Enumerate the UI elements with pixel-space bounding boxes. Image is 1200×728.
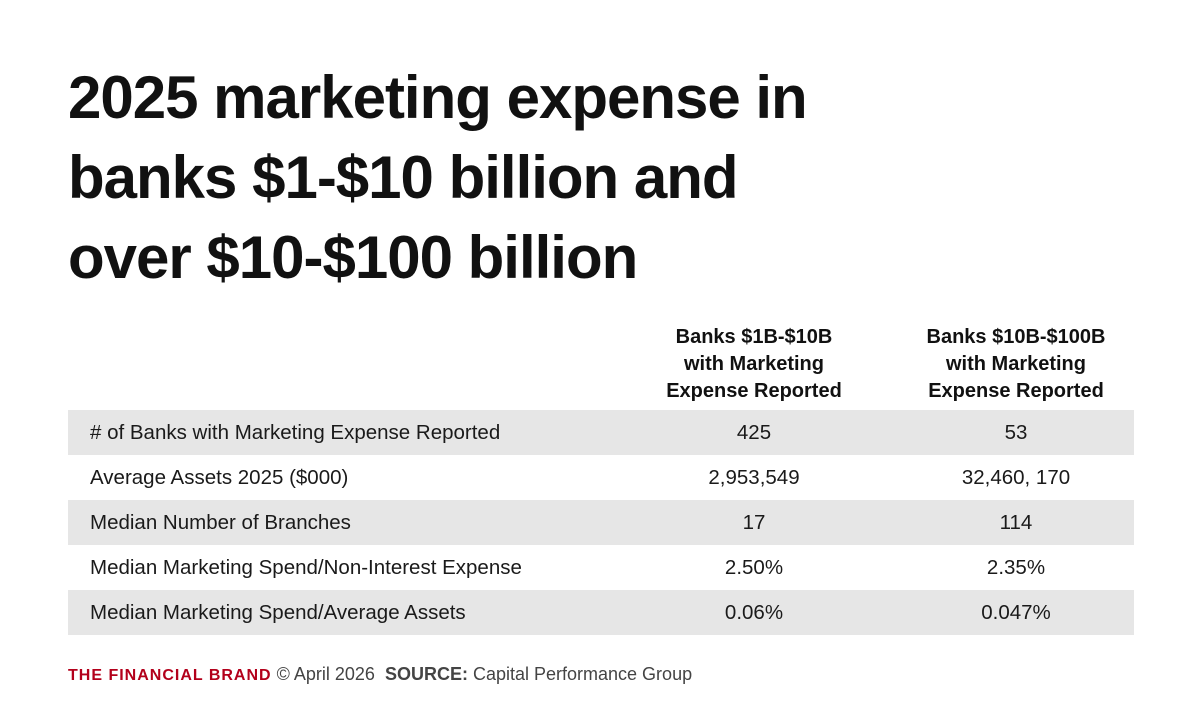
cell-value: 114: [999, 511, 1033, 534]
title-line-1: 2025 marketing expense in: [68, 64, 808, 131]
source-label: SOURCE:: [384, 664, 468, 684]
column-header-line: Expense Reported: [928, 380, 1104, 402]
column-header-line: with Marketing: [945, 353, 1086, 375]
title-line-2: banks $1-$10 billion and: [68, 144, 739, 211]
title-line-3: over $10-$100 billion: [68, 224, 638, 291]
column-header-1b-10b: Banks $1B-$10B with Marketing Expense Re…: [638, 324, 870, 405]
column-header-line: Expense Reported: [666, 380, 842, 402]
cell-value: 2.35%: [986, 556, 1046, 579]
column-header-line: Banks $1B-$10B: [675, 326, 833, 348]
cell-value: 425: [736, 421, 772, 444]
cell-value: 2.50%: [724, 556, 784, 579]
row-label: Average Assets 2025 ($000): [90, 466, 349, 489]
source-text: Capital Performance Group: [472, 664, 693, 684]
page-title: 2025 marketing expense in banks $1-$10 b…: [68, 58, 968, 298]
table-row: # of Banks with Marketing Expense Report…: [68, 410, 1134, 455]
row-label: Median Marketing Spend/Non-Interest Expe…: [90, 556, 522, 579]
table-row: Median Marketing Spend/Non-Interest Expe…: [68, 545, 1134, 590]
table-row: Median Marketing Spend/Average Assets 0.…: [68, 590, 1134, 635]
brand-logo-text: THE FINANCIAL BRAND: [68, 667, 272, 684]
row-label: # of Banks with Marketing Expense Report…: [90, 421, 501, 444]
data-table: Banks $1B-$10B with Marketing Expense Re…: [68, 320, 1134, 635]
table-row: Average Assets 2025 ($000) 2,953,549 32,…: [68, 455, 1134, 500]
table-header: Banks $1B-$10B with Marketing Expense Re…: [68, 320, 1134, 410]
cell-value: 0.06%: [724, 601, 784, 624]
row-label: Median Number of Branches: [90, 511, 351, 534]
column-header-line: with Marketing: [683, 353, 824, 375]
cell-value: 17: [742, 511, 766, 534]
column-header-line: Banks $10B-$100B: [926, 326, 1106, 348]
cell-value: 0.047%: [981, 601, 1051, 624]
column-header-10b-100b: Banks $10B-$100B with Marketing Expense …: [888, 324, 1144, 405]
footer: THE FINANCIAL BRAND © April 2026 SOURCE:…: [68, 662, 692, 688]
cell-value: 53: [1004, 421, 1028, 444]
cell-value: 32,460, 170: [961, 466, 1071, 489]
copyright-text: © April 2026: [276, 664, 375, 684]
row-label: Median Marketing Spend/Average Assets: [90, 601, 466, 624]
cell-value: 2,953,549: [708, 466, 800, 489]
table-row: Median Number of Branches 17 114: [68, 500, 1134, 545]
